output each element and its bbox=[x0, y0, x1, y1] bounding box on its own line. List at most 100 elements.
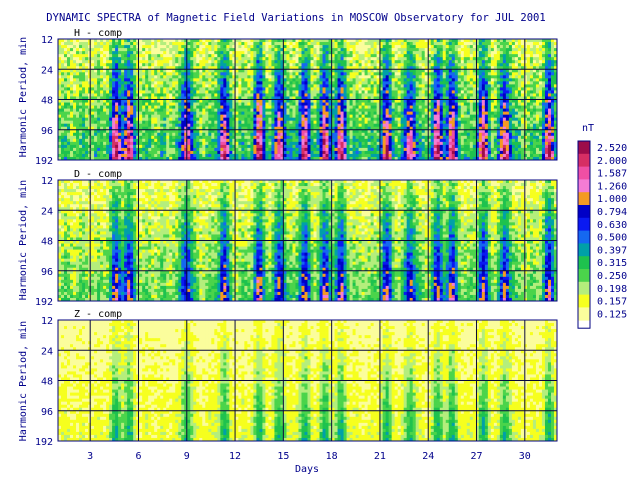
spectrum-cell bbox=[112, 112, 115, 115]
spectrum-cell bbox=[323, 69, 326, 72]
spectrum-cell bbox=[308, 100, 311, 103]
spectrum-cell bbox=[277, 154, 280, 157]
spectrum-cell bbox=[311, 72, 314, 75]
spectrum-cell bbox=[262, 69, 265, 72]
spectrum-cell bbox=[103, 54, 106, 57]
spectrum-cell bbox=[139, 103, 142, 106]
spectrum-cell bbox=[283, 57, 286, 60]
spectrum-cell bbox=[229, 87, 232, 90]
spectrum-cell bbox=[341, 51, 344, 54]
spectrum-cell bbox=[190, 145, 193, 148]
spectrum-cell bbox=[386, 54, 389, 57]
spectrum-cell bbox=[103, 72, 106, 75]
spectrum-cell bbox=[289, 118, 292, 121]
spectrum-cell bbox=[292, 63, 295, 66]
spectrum-cell bbox=[431, 90, 434, 93]
spectrum-cell bbox=[187, 154, 190, 157]
spectrum-cell bbox=[383, 103, 386, 106]
spectrum-cell bbox=[286, 81, 289, 84]
spectrum-cell bbox=[386, 69, 389, 72]
spectrum-cell bbox=[190, 115, 193, 118]
spectrum-cell bbox=[250, 100, 253, 103]
spectrum-cell bbox=[353, 90, 356, 93]
spectrum-cell bbox=[172, 109, 175, 112]
spectrum-cell bbox=[67, 133, 70, 136]
spectrum-cell bbox=[431, 48, 434, 51]
spectrum-cell bbox=[100, 39, 103, 42]
spectrum-cell bbox=[250, 151, 253, 154]
spectrum-cell bbox=[368, 154, 371, 157]
spectrum-cell bbox=[362, 93, 365, 96]
spectrum-cell bbox=[223, 60, 226, 63]
spectrum-cell bbox=[368, 48, 371, 51]
spectrum-cell bbox=[124, 106, 127, 109]
spectrum-cell bbox=[401, 63, 404, 66]
spectrum-cell bbox=[106, 57, 109, 60]
spectrum-cell bbox=[404, 139, 407, 142]
spectrum-cell bbox=[383, 78, 386, 81]
spectrum-cell bbox=[308, 81, 311, 84]
spectrum-cell bbox=[187, 78, 190, 81]
spectrum-cell bbox=[148, 148, 151, 151]
spectrum-cell bbox=[359, 90, 362, 93]
spectrum-cell bbox=[112, 109, 115, 112]
spectrum-cell bbox=[223, 57, 226, 60]
spectrum-cell bbox=[139, 51, 142, 54]
spectrum-cell bbox=[163, 124, 166, 127]
spectrum-cell bbox=[407, 39, 410, 42]
spectrum-cell bbox=[353, 81, 356, 84]
spectrum-cell bbox=[265, 69, 268, 72]
spectrum-cell bbox=[404, 142, 407, 145]
spectrum-cell bbox=[238, 151, 241, 154]
spectrum-cell bbox=[371, 60, 374, 63]
spectrum-cell bbox=[320, 72, 323, 75]
spectrum-cell bbox=[274, 90, 277, 93]
spectrum-cell bbox=[67, 136, 70, 139]
spectrum-cell bbox=[407, 142, 410, 145]
spectrum-cell bbox=[338, 42, 341, 45]
spectrum-cell bbox=[374, 109, 377, 112]
spectrum-cell bbox=[208, 84, 211, 87]
spectrum-cell bbox=[371, 51, 374, 54]
spectrum-cell bbox=[208, 78, 211, 81]
spectrum-cell bbox=[277, 121, 280, 124]
spectrum-cell bbox=[320, 100, 323, 103]
spectrum-cell bbox=[274, 45, 277, 48]
spectrum-cell bbox=[413, 100, 416, 103]
spectrum-cell bbox=[85, 115, 88, 118]
spectrum-cell bbox=[256, 75, 259, 78]
spectrum-cell bbox=[166, 81, 169, 84]
spectrum-cell bbox=[211, 90, 214, 93]
spectrum-cell bbox=[392, 115, 395, 118]
spectrum-cell bbox=[374, 115, 377, 118]
spectrum-cell bbox=[371, 139, 374, 142]
spectrum-cell bbox=[356, 106, 359, 109]
spectrum-cell bbox=[262, 54, 265, 57]
spectrum-cell bbox=[274, 109, 277, 112]
spectrum-cell bbox=[250, 87, 253, 90]
spectrum-cell bbox=[286, 124, 289, 127]
spectrum-cell bbox=[320, 154, 323, 157]
spectrum-cell bbox=[169, 121, 172, 124]
spectrum-cell bbox=[407, 84, 410, 87]
spectrum-cell bbox=[320, 133, 323, 136]
spectrum-cell bbox=[202, 72, 205, 75]
spectrum-cell bbox=[175, 100, 178, 103]
spectrum-cell bbox=[193, 51, 196, 54]
spectrum-cell bbox=[82, 103, 85, 106]
spectrum-cell bbox=[145, 90, 148, 93]
spectrum-cell bbox=[419, 75, 422, 78]
spectrum-cell bbox=[256, 139, 259, 142]
spectrum-cell bbox=[386, 51, 389, 54]
spectrum-cell bbox=[124, 145, 127, 148]
spectrum-cell bbox=[404, 93, 407, 96]
spectrum-cell bbox=[241, 51, 244, 54]
spectrum-cell bbox=[304, 78, 307, 81]
spectrum-cell bbox=[151, 60, 154, 63]
spectrum-cell bbox=[413, 81, 416, 84]
spectrum-cell bbox=[181, 45, 184, 48]
spectrum-cell bbox=[326, 139, 329, 142]
spectrum-cell bbox=[172, 51, 175, 54]
spectrum-cell bbox=[196, 100, 199, 103]
spectrum-cell bbox=[214, 151, 217, 154]
